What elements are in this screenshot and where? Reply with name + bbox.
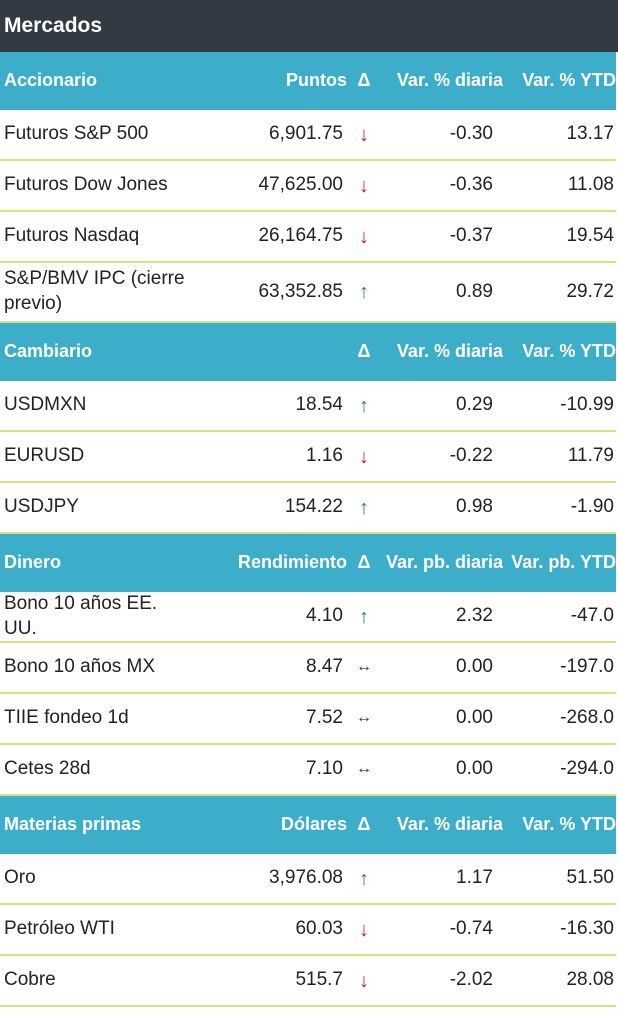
row-ytd-change: -47.0 xyxy=(503,592,616,643)
arrow-up-icon: ↑ xyxy=(347,592,381,643)
arrow-down-icon: ↓ xyxy=(347,432,381,483)
arrow-down-icon: ↓ xyxy=(347,956,381,1007)
arrow-down-icon: ↓ xyxy=(347,161,381,212)
column-header-delta: Δ xyxy=(347,52,381,110)
column-header-value: Dólares xyxy=(195,796,347,854)
row-name: TIIE fondeo 1d xyxy=(0,694,195,745)
column-header-value xyxy=(195,323,347,381)
row-ytd-change: 28.08 xyxy=(503,956,616,1007)
arrow-up-icon: ↑ xyxy=(347,381,381,432)
row-value: 7.10 xyxy=(195,745,347,796)
row-ytd-change: -197.0 xyxy=(503,643,616,694)
row-name: Cetes 28d xyxy=(0,745,195,796)
row-value: 7.52 xyxy=(195,694,347,745)
column-header-ytd: Var. pb. YTD xyxy=(503,534,616,592)
row-name: Futuros Dow Jones xyxy=(0,161,195,212)
section-header-label: Materias primas xyxy=(0,796,195,854)
row-daily-change: -0.22 xyxy=(381,432,503,483)
row-value: 515.7 xyxy=(195,956,347,1007)
column-header-daily: Var. % diaria xyxy=(381,52,503,110)
row-name: USDMXN xyxy=(0,381,195,432)
row-ytd-change: -16.30 xyxy=(503,905,616,956)
row-ytd-change: -10.99 xyxy=(503,381,616,432)
row-ytd-change: -268.0 xyxy=(503,694,616,745)
row-name: Bono 10 años EE. UU. xyxy=(0,592,195,643)
column-header-ytd: Var. % YTD xyxy=(503,796,616,854)
column-header-ytd: Var. % YTD xyxy=(503,323,616,381)
row-daily-change: -2.02 xyxy=(381,956,503,1007)
column-header-delta: Δ xyxy=(347,534,381,592)
row-daily-change: 0.89 xyxy=(381,263,503,323)
arrow-down-icon: ↓ xyxy=(347,905,381,956)
row-value: 26,164.75 xyxy=(195,212,347,263)
section-header-label: Dinero xyxy=(0,534,195,592)
column-header-daily: Var. pb. diaria xyxy=(381,534,503,592)
row-ytd-change: 51.50 xyxy=(503,854,616,905)
row-daily-change: -0.74 xyxy=(381,905,503,956)
row-daily-change: 1.17 xyxy=(381,854,503,905)
row-daily-change: 0.00 xyxy=(381,745,503,796)
row-name: Petróleo WTI xyxy=(0,905,195,956)
row-ytd-change: -294.0 xyxy=(503,745,616,796)
row-value: 8.47 xyxy=(195,643,347,694)
arrow-left-right-icon: ↔ xyxy=(347,694,381,745)
row-value: 1.16 xyxy=(195,432,347,483)
row-daily-change: -0.30 xyxy=(381,110,503,161)
row-ytd-change: -1.90 xyxy=(503,483,616,534)
arrow-up-icon: ↑ xyxy=(347,483,381,534)
row-ytd-change: 19.54 xyxy=(503,212,616,263)
arrow-left-right-icon: ↔ xyxy=(347,745,381,796)
row-name: USDJPY xyxy=(0,483,195,534)
row-name: Cobre xyxy=(0,956,195,1007)
row-value: 154.22 xyxy=(195,483,347,534)
arrow-up-icon: ↑ xyxy=(347,263,381,323)
row-name: Futuros S&P 500 xyxy=(0,110,195,161)
row-daily-change: 0.00 xyxy=(381,694,503,745)
row-value: 4.10 xyxy=(195,592,347,643)
row-value: 60.03 xyxy=(195,905,347,956)
row-value: 63,352.85 xyxy=(195,263,347,323)
row-ytd-change: 13.17 xyxy=(503,110,616,161)
row-name: S&P/BMV IPC (cierre previo) xyxy=(0,263,195,323)
column-header-value: Rendimiento xyxy=(195,534,347,592)
row-ytd-change: 29.72 xyxy=(503,263,616,323)
row-daily-change: 0.98 xyxy=(381,483,503,534)
row-daily-change: 0.29 xyxy=(381,381,503,432)
row-value: 47,625.00 xyxy=(195,161,347,212)
column-header-value: Puntos xyxy=(195,52,347,110)
row-value: 6,901.75 xyxy=(195,110,347,161)
row-ytd-change: 11.79 xyxy=(503,432,616,483)
row-name: Bono 10 años MX xyxy=(0,643,195,694)
row-name: Oro xyxy=(0,854,195,905)
arrow-down-icon: ↓ xyxy=(347,212,381,263)
row-name: EURUSD xyxy=(0,432,195,483)
page-title: Mercados xyxy=(0,0,618,52)
row-ytd-change: 11.08 xyxy=(503,161,616,212)
column-header-daily: Var. % diaria xyxy=(381,323,503,381)
column-header-daily: Var. % diaria xyxy=(381,796,503,854)
row-daily-change: 2.32 xyxy=(381,592,503,643)
markets-table: Accionario Puntos Δ Var. % diaria Var. % YTD… xyxy=(0,52,616,1007)
row-daily-change: -0.36 xyxy=(381,161,503,212)
column-header-ytd: Var. % YTD xyxy=(503,52,616,110)
row-daily-change: 0.00 xyxy=(381,643,503,694)
row-daily-change: -0.37 xyxy=(381,212,503,263)
arrow-down-icon: ↓ xyxy=(347,110,381,161)
row-name: Futuros Nasdaq xyxy=(0,212,195,263)
column-header-delta: Δ xyxy=(347,796,381,854)
row-value: 18.54 xyxy=(195,381,347,432)
column-header-delta: Δ xyxy=(347,323,381,381)
row-value: 3,976.08 xyxy=(195,854,347,905)
section-header-label: Cambiario xyxy=(0,323,195,381)
arrow-up-icon: ↑ xyxy=(347,854,381,905)
section-header-label: Accionario xyxy=(0,52,195,110)
arrow-left-right-icon: ↔ xyxy=(347,643,381,694)
